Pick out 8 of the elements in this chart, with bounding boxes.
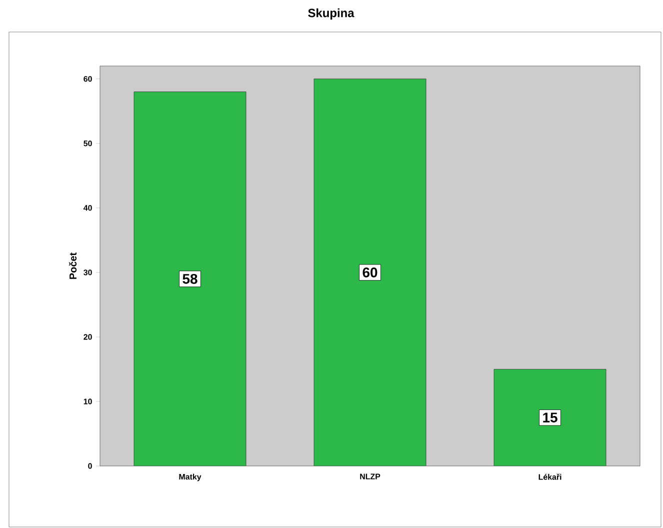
data-label: 60 [362,267,378,278]
data-label: 58 [182,274,198,284]
chart-title: Skupina [308,8,354,20]
bar [134,92,246,466]
bar [314,78,426,466]
bar [494,369,606,466]
data-label: 15 [543,412,558,422]
y-axis-title: Počet [68,252,77,279]
